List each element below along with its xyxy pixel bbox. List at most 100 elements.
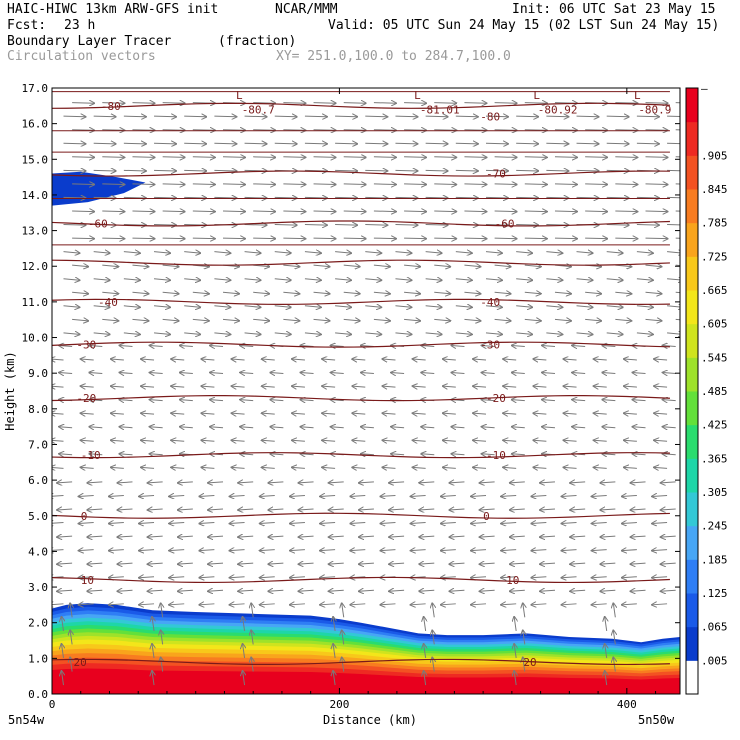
wind-vector bbox=[501, 523, 517, 524]
wind-vector bbox=[270, 400, 284, 401]
wind-vector bbox=[141, 440, 155, 441]
wind-vector bbox=[570, 482, 586, 483]
forecast-hour: 23 h bbox=[64, 18, 96, 33]
wind-vector bbox=[123, 252, 140, 254]
wind-vector bbox=[93, 333, 110, 335]
wind-vector bbox=[503, 386, 517, 387]
wind-vector bbox=[540, 590, 556, 591]
wind-vector bbox=[480, 563, 495, 564]
wind-vector bbox=[380, 523, 396, 524]
wind-vector bbox=[615, 157, 637, 158]
wind-vector bbox=[119, 427, 133, 428]
wind-vector bbox=[503, 467, 517, 468]
colorbar-swatch bbox=[686, 525, 698, 560]
wind-vector bbox=[585, 184, 607, 185]
wind-vector bbox=[283, 265, 299, 267]
wind-vector bbox=[253, 184, 275, 185]
wind-vector bbox=[482, 400, 495, 401]
wind-vector bbox=[123, 279, 140, 281]
wind-vector bbox=[554, 130, 577, 131]
wind-vector bbox=[59, 345, 73, 346]
wind-vector bbox=[494, 184, 517, 185]
wind-vector bbox=[441, 550, 456, 551]
wind-vector bbox=[576, 197, 599, 198]
wind-vector bbox=[516, 116, 538, 117]
wind-vector bbox=[531, 550, 547, 551]
y-tick-label: 13.0 bbox=[22, 225, 49, 238]
colorbar-swatch bbox=[686, 660, 698, 695]
wind-vector bbox=[576, 170, 599, 171]
wind-vector bbox=[361, 373, 374, 374]
isotherm-label: 10 bbox=[81, 574, 94, 587]
wind-vector bbox=[434, 211, 456, 212]
wind-vector bbox=[391, 373, 405, 374]
isotherm-label: 20 bbox=[74, 656, 87, 669]
isotherm-label: 0 bbox=[81, 510, 88, 523]
wind-vector bbox=[622, 495, 637, 496]
wind-vector bbox=[482, 345, 495, 346]
wind-vector bbox=[485, 279, 502, 281]
wind-vector bbox=[260, 604, 275, 605]
wind-vector bbox=[139, 550, 155, 551]
wind-vector bbox=[615, 238, 637, 239]
tracer-fill-layer bbox=[52, 171, 680, 694]
wind-vector bbox=[57, 563, 73, 564]
wind-vector bbox=[455, 306, 472, 308]
wind-vector bbox=[201, 413, 215, 414]
wind-vector bbox=[503, 440, 517, 441]
colorbar-swatch bbox=[686, 424, 698, 459]
wind-vector bbox=[464, 157, 486, 158]
wind-vector bbox=[494, 103, 517, 104]
wind-vector bbox=[592, 577, 607, 578]
wind-vector bbox=[240, 427, 254, 428]
wind-vector bbox=[443, 440, 456, 441]
wind-vector bbox=[132, 103, 154, 104]
wind-vector bbox=[663, 427, 676, 428]
wind-vector bbox=[594, 440, 607, 441]
wind-vector bbox=[102, 184, 124, 185]
y-tick-label: 14.0 bbox=[22, 189, 49, 202]
wind-vector bbox=[232, 467, 245, 468]
wind-vector bbox=[292, 467, 305, 468]
wind-vector bbox=[304, 170, 327, 171]
wind-vector bbox=[274, 252, 291, 254]
wind-vector bbox=[615, 103, 637, 104]
wind-vector bbox=[395, 170, 417, 171]
wind-vector bbox=[592, 604, 607, 605]
wind-vector bbox=[169, 577, 185, 578]
wind-vector bbox=[274, 116, 297, 117]
wind-vector bbox=[262, 359, 275, 360]
wind-vector bbox=[161, 658, 163, 672]
wind-vector bbox=[70, 603, 72, 618]
x-tick-label: 0 bbox=[49, 698, 56, 711]
wind-vector bbox=[533, 359, 547, 360]
wind-vector bbox=[592, 523, 607, 524]
y-tick-label: 9.0 bbox=[28, 367, 48, 380]
axes: 0.0 1.0 2.0 3.0 4.0 5.0 6.0 7.0 8.0 9.0 10.0 11.0 12… bbox=[22, 82, 680, 711]
y-tick-label: 0.0 bbox=[28, 688, 48, 701]
wind-vector bbox=[531, 495, 547, 496]
wind-vector bbox=[313, 103, 336, 104]
wind-vector bbox=[102, 238, 124, 239]
wind-vector bbox=[434, 103, 456, 104]
wind-vector bbox=[214, 306, 230, 308]
low-value: -80.92 bbox=[538, 103, 578, 116]
wind-vector bbox=[141, 413, 155, 414]
wind-vector bbox=[615, 211, 637, 212]
y-tick-label: 2.0 bbox=[28, 617, 48, 630]
wind-vector bbox=[605, 644, 607, 659]
wind-vector bbox=[441, 495, 456, 496]
colorbar-swatch bbox=[686, 222, 698, 257]
wind-vector bbox=[636, 197, 659, 198]
x-axis-title: Distance (km) bbox=[323, 713, 417, 727]
wind-vector bbox=[171, 413, 185, 414]
wind-vector bbox=[652, 604, 668, 605]
wind-vector bbox=[81, 467, 94, 468]
wind-vector bbox=[162, 130, 185, 131]
wind-vector bbox=[154, 225, 176, 226]
wind-vector bbox=[329, 590, 344, 591]
low-value: -81.01 bbox=[420, 103, 460, 116]
wind-vector bbox=[389, 482, 405, 483]
wind-vector bbox=[304, 225, 327, 226]
wind-vector bbox=[564, 440, 577, 441]
